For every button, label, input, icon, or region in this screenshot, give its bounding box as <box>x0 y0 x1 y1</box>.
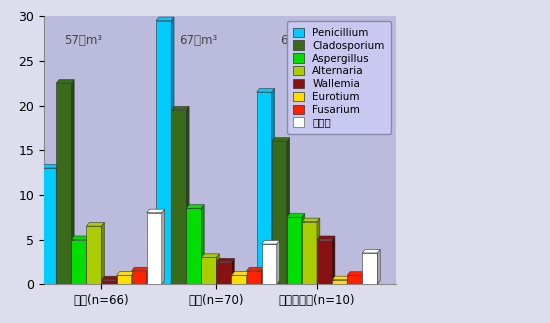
Polygon shape <box>246 267 265 271</box>
Polygon shape <box>287 214 305 217</box>
Bar <box>56 83 72 284</box>
Polygon shape <box>162 209 164 284</box>
Polygon shape <box>41 164 59 168</box>
Bar <box>186 208 201 284</box>
Polygon shape <box>86 223 104 226</box>
Bar <box>41 168 56 284</box>
Polygon shape <box>317 218 320 284</box>
Polygon shape <box>287 138 290 284</box>
Bar <box>302 222 317 284</box>
Polygon shape <box>201 254 219 257</box>
Polygon shape <box>216 254 219 284</box>
Bar <box>72 240 86 284</box>
Polygon shape <box>186 106 189 284</box>
Bar <box>86 226 101 284</box>
Polygon shape <box>171 17 174 284</box>
Polygon shape <box>72 236 89 240</box>
Polygon shape <box>101 223 104 284</box>
Polygon shape <box>302 214 305 284</box>
Polygon shape <box>186 205 204 208</box>
Polygon shape <box>362 272 365 284</box>
Polygon shape <box>201 205 204 284</box>
Bar <box>117 275 131 284</box>
Polygon shape <box>377 249 380 284</box>
Polygon shape <box>117 276 119 284</box>
Polygon shape <box>117 272 135 275</box>
Bar <box>332 280 347 284</box>
Polygon shape <box>317 236 335 240</box>
Polygon shape <box>272 138 290 141</box>
Bar <box>171 110 186 284</box>
Polygon shape <box>171 106 189 110</box>
Bar <box>257 92 272 284</box>
Text: 62／m³: 62／m³ <box>280 35 318 47</box>
Bar <box>147 213 162 284</box>
Text: 57／m³: 57／m³ <box>64 35 102 47</box>
Polygon shape <box>246 272 250 284</box>
Bar <box>262 244 277 284</box>
Bar <box>362 253 377 284</box>
Bar <box>347 275 362 284</box>
Bar <box>272 141 287 284</box>
Polygon shape <box>277 240 279 284</box>
Polygon shape <box>332 236 335 284</box>
Text: 67／m³: 67／m³ <box>179 35 218 47</box>
Bar <box>216 262 232 284</box>
Bar <box>246 271 262 284</box>
Polygon shape <box>272 89 274 284</box>
Polygon shape <box>302 218 320 222</box>
Polygon shape <box>232 258 234 284</box>
Polygon shape <box>101 276 119 280</box>
Polygon shape <box>257 89 274 92</box>
Bar <box>201 257 216 284</box>
Polygon shape <box>147 209 164 213</box>
Legend: Penicillium, Cladosporium, Aspergillus, Alternaria, Wallemia, Eurotium, Fusarium: Penicillium, Cladosporium, Aspergillus, … <box>287 21 391 134</box>
Polygon shape <box>86 236 89 284</box>
Bar <box>156 21 171 284</box>
Polygon shape <box>56 164 59 284</box>
Bar <box>232 275 246 284</box>
Bar <box>131 271 147 284</box>
Polygon shape <box>56 79 74 83</box>
Polygon shape <box>72 79 74 284</box>
Polygon shape <box>131 267 150 271</box>
Bar <box>101 280 117 284</box>
Polygon shape <box>332 276 350 280</box>
Polygon shape <box>262 267 265 284</box>
Bar <box>317 240 332 284</box>
Polygon shape <box>262 240 279 244</box>
Polygon shape <box>216 258 234 262</box>
Polygon shape <box>347 272 365 275</box>
Polygon shape <box>347 276 350 284</box>
Bar <box>287 217 302 284</box>
Polygon shape <box>232 272 250 275</box>
Polygon shape <box>156 17 174 21</box>
Polygon shape <box>131 272 135 284</box>
Polygon shape <box>362 249 380 253</box>
Polygon shape <box>147 267 150 284</box>
